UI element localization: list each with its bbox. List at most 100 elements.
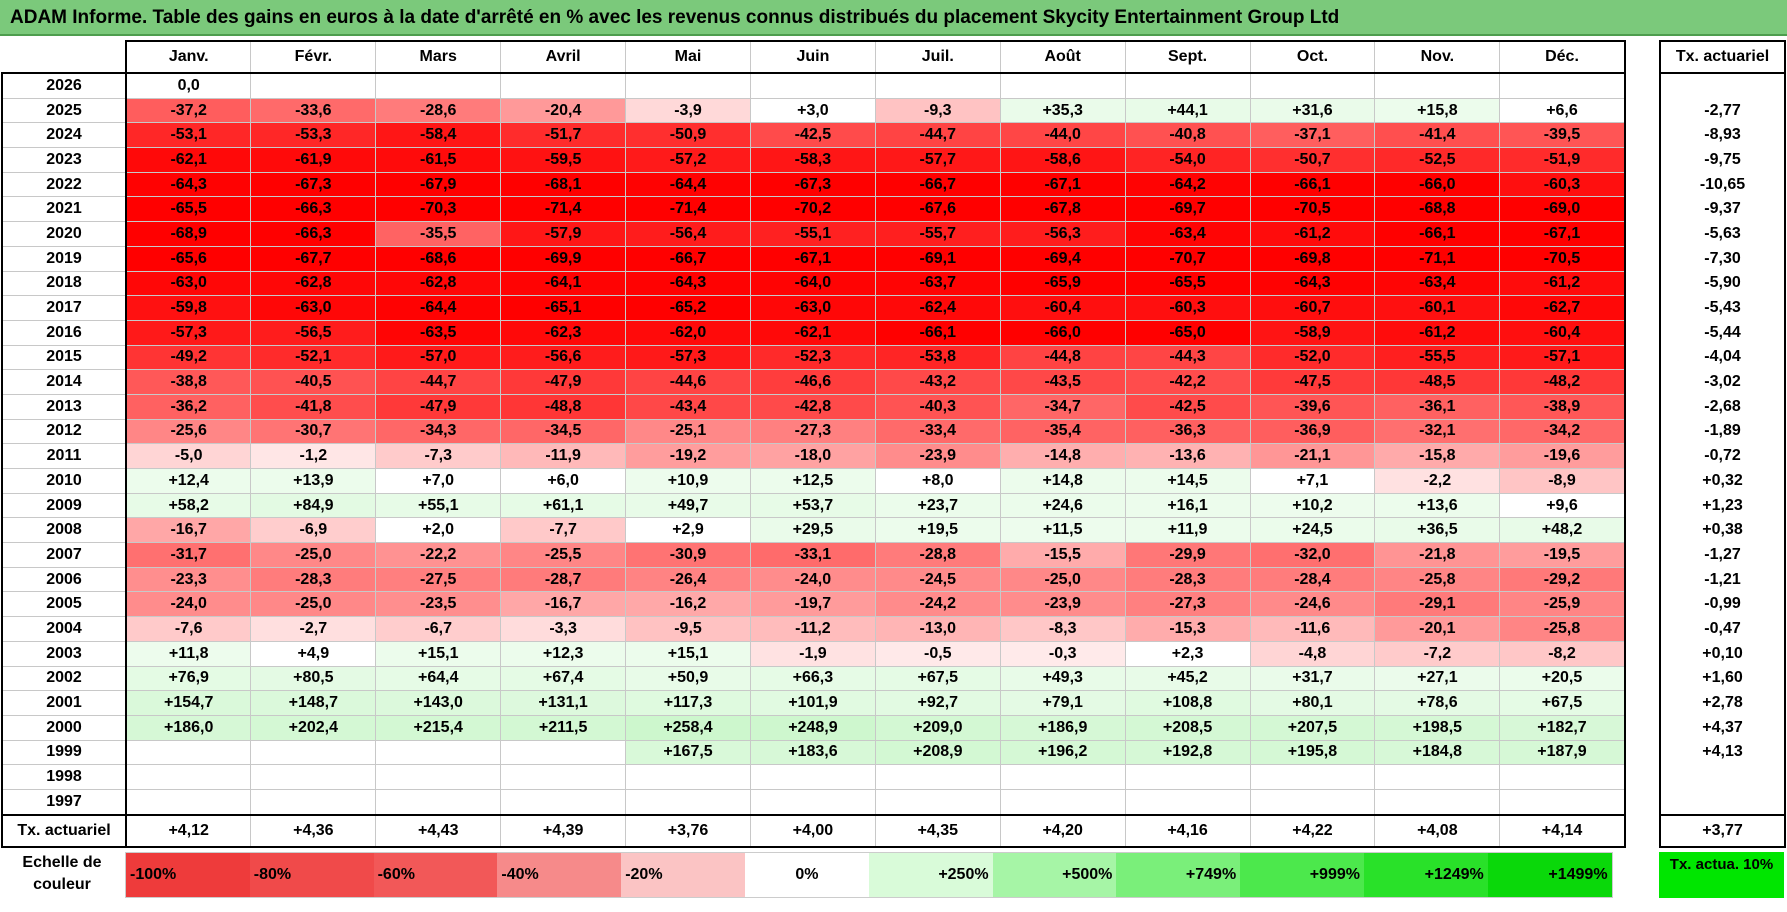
gain-cell: -0,3	[999, 640, 1126, 667]
gain-cell: -30,7	[250, 418, 377, 445]
footer-row: Tx. actuariel +4,12 +4,36 +4,43 +4,39 +3,76 +4…	[1, 813, 1626, 848]
gain-cell: -57,0	[375, 344, 502, 371]
gain-cell: -2,7	[250, 616, 377, 642]
actuarial-header: Tx. actuariel	[1659, 40, 1786, 74]
gain-cell: -57,3	[125, 319, 252, 346]
gain-cell: +2,3	[1124, 640, 1251, 667]
gain-cell: -44,8	[999, 344, 1126, 371]
gain-cell: -58,9	[1249, 319, 1376, 346]
gain-cell: -35,5	[375, 221, 502, 247]
actuarial-cell: -7,30	[1659, 245, 1786, 272]
year-label: 2023	[1, 147, 127, 173]
gain-cell: -43,5	[999, 369, 1126, 395]
gain-cell: +117,3	[625, 690, 751, 716]
gain-cell	[250, 739, 377, 766]
gain-cell: +10,9	[625, 468, 751, 494]
actuarial-row	[1659, 764, 1786, 790]
gain-cell: -7,6	[125, 616, 252, 642]
gain-cell	[625, 764, 751, 790]
gain-cell: +148,7	[250, 690, 377, 716]
gain-cell: -3,3	[500, 616, 627, 642]
gain-cell: -59,5	[500, 147, 627, 173]
gain-cell	[999, 72, 1126, 99]
legend-actuarial-swatch: Tx. actua. 10%	[1659, 852, 1784, 898]
gain-cell: +182,7	[1499, 714, 1626, 741]
gain-cell: -63,4	[1124, 221, 1251, 247]
gain-cell: +29,5	[749, 517, 876, 544]
gain-cell: -55,1	[749, 221, 876, 247]
footer-rate-cell: +4,43	[375, 813, 502, 848]
gain-cell: -68,8	[1374, 196, 1501, 223]
gain-cell: +64,4	[375, 665, 502, 692]
gain-cell: +108,8	[1124, 690, 1251, 716]
gain-cell: +202,4	[250, 714, 377, 741]
year-label: 1998	[1, 764, 127, 790]
footer-rate-cell: +4,22	[1249, 813, 1376, 848]
gain-cell: +67,4	[500, 665, 627, 692]
gain-cell	[749, 788, 876, 816]
month-header: Avril	[500, 40, 627, 74]
gain-cell: -61,2	[1374, 319, 1501, 346]
gain-cell: +211,5	[500, 714, 627, 741]
actuarial-cell: -0,72	[1659, 443, 1786, 469]
year-label: 2022	[1, 171, 127, 198]
footer-rate-cell: +4,36	[250, 813, 377, 848]
gain-cell: +12,5	[749, 468, 876, 494]
gain-cell	[1499, 764, 1626, 790]
gain-cell: -70,5	[1249, 196, 1376, 223]
gain-cell: -61,2	[1499, 270, 1626, 297]
gain-cell: +27,1	[1374, 665, 1501, 692]
year-label: 2016	[1, 319, 127, 346]
month-header: Janv.	[125, 40, 252, 74]
gain-cell: -28,7	[500, 566, 627, 593]
gain-cell: -36,9	[1249, 418, 1376, 445]
gain-cell: -66,0	[999, 319, 1126, 346]
gain-cell: +80,5	[250, 665, 377, 692]
legend-swatch: -80%	[249, 853, 374, 897]
year-label: 2005	[1, 591, 127, 618]
gain-cell: -7,7	[500, 517, 627, 544]
actuarial-cell	[1659, 72, 1786, 99]
header-row: Janv. Févr. Mars Avril Mai Juin Juil. Août Sept.…	[2, 40, 1626, 74]
gain-cell: -27,3	[1124, 591, 1251, 618]
gain-cell: -69,9	[500, 245, 627, 272]
gain-cell: -71,4	[625, 196, 751, 223]
gain-cell	[250, 788, 377, 816]
gain-cell	[1374, 788, 1501, 816]
gain-cell: -60,4	[999, 295, 1126, 321]
footer-rate-cell: +4,08	[1374, 813, 1501, 848]
gain-cell: -16,7	[125, 517, 252, 544]
gain-cell: -64,4	[375, 295, 502, 321]
year-label: 2021	[1, 196, 127, 223]
gain-cell: -34,7	[999, 393, 1126, 420]
gain-cell: -51,7	[500, 122, 627, 149]
gain-cell: -65,2	[625, 295, 751, 321]
gain-cell	[375, 764, 502, 790]
gain-cell: -61,9	[250, 147, 377, 173]
gain-cell	[1124, 72, 1251, 99]
gain-cell: +31,6	[1249, 97, 1376, 124]
actuarial-cell: -5,44	[1659, 319, 1786, 346]
year-label: 1999	[1, 739, 127, 766]
table-row: 2020 -68,9 -66,3 -35,5 -57,9 -56,4 -55,1 -55,7-…	[1, 221, 1626, 247]
gain-cell: +24,5	[1249, 517, 1376, 544]
actuarial-row: -2,68	[1659, 393, 1786, 420]
gain-cell: -25,1	[625, 418, 751, 445]
gain-cell: -9,3	[874, 97, 1001, 124]
gain-cell	[250, 764, 377, 790]
gain-cell: -44,3	[1124, 344, 1251, 371]
gain-cell: -56,4	[625, 221, 751, 247]
gain-cell: -2,2	[1374, 468, 1501, 494]
gain-cell: +3,0	[749, 97, 876, 124]
gain-cell: -34,3	[375, 418, 502, 445]
actuarial-cell: +1,60	[1659, 665, 1786, 692]
gain-cell: +10,2	[1249, 492, 1376, 519]
gain-cell: -69,4	[999, 245, 1126, 272]
year-label: 1997	[1, 788, 127, 816]
gain-cell: +11,8	[125, 640, 252, 667]
gain-cell	[749, 72, 876, 99]
gain-cell: -66,0	[1374, 171, 1501, 198]
gain-cell: -52,5	[1374, 147, 1501, 173]
actuarial-cell: -2,68	[1659, 393, 1786, 420]
gain-cell: +84,9	[250, 492, 377, 519]
